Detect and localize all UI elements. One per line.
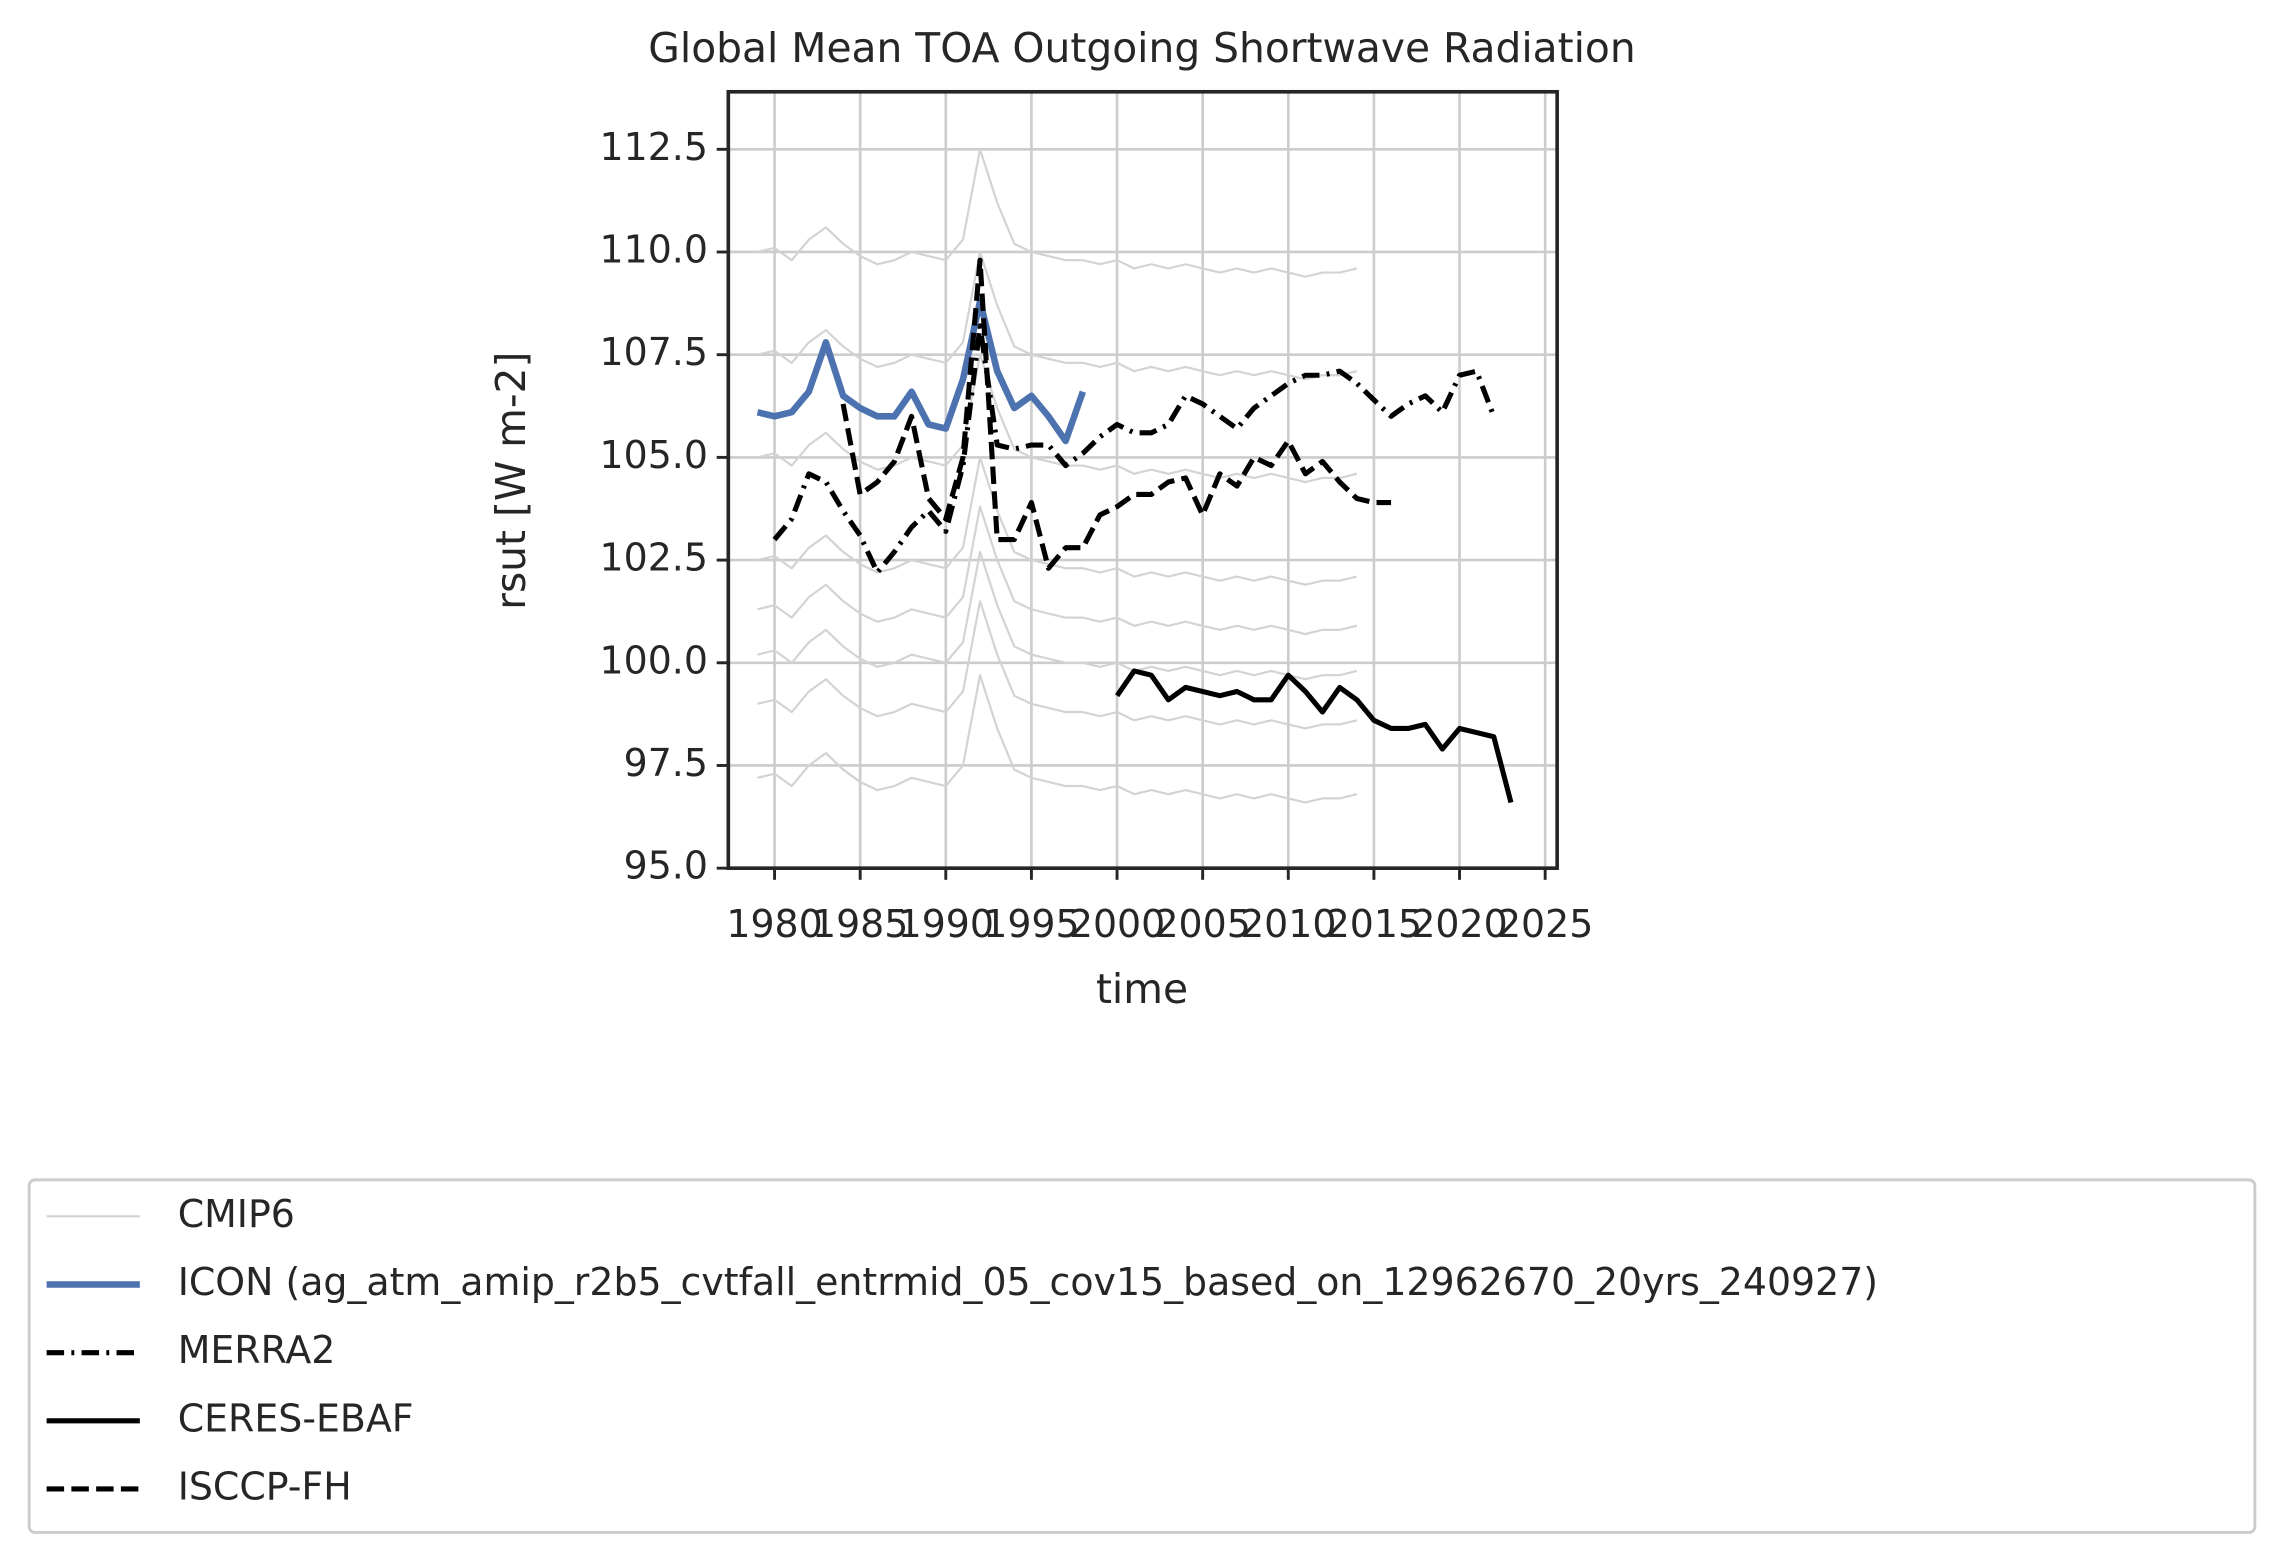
y-tick-label: 102.5 <box>600 536 708 580</box>
data-line <box>757 674 1358 804</box>
y-tick-label: 110.0 <box>600 227 708 271</box>
legend-box <box>27 1178 2257 1534</box>
data-line <box>757 505 1358 636</box>
y-tick-label: 97.5 <box>624 741 708 785</box>
x-tick-label: 2020 <box>1411 902 1507 946</box>
y-tick-label: 105.0 <box>600 433 708 477</box>
data-line <box>756 297 1086 445</box>
y-tick-label: 112.5 <box>600 125 708 169</box>
chart-title: Global Mean TOA Outgoing Shortwave Radia… <box>648 24 1635 72</box>
legend-label: MERRA2 <box>178 1328 336 1372</box>
legend-label: CERES-EBAF <box>178 1396 414 1440</box>
data-line <box>757 353 1358 484</box>
data-line <box>840 257 1392 571</box>
plot-frame <box>726 89 1559 870</box>
data-line <box>757 456 1358 586</box>
x-tick-label: 1985 <box>812 902 908 946</box>
y-tick-label: 107.5 <box>600 330 708 374</box>
data-line <box>757 550 1358 681</box>
x-tick-label: 2010 <box>1240 902 1336 946</box>
data-line <box>1114 668 1514 804</box>
data-line <box>757 600 1358 730</box>
x-tick-label: 2005 <box>1154 902 1250 946</box>
y-tick-label: 100.0 <box>600 638 708 682</box>
x-tick-label: 1980 <box>726 902 822 946</box>
data-line <box>757 148 1358 278</box>
x-tick-label: 1990 <box>898 902 994 946</box>
legend-label: CMIP6 <box>178 1192 295 1236</box>
x-tick-label: 2025 <box>1497 902 1593 946</box>
x-axis-label: time <box>1096 965 1188 1013</box>
data-line <box>772 323 1497 576</box>
x-tick-label: 2015 <box>1326 902 1422 946</box>
x-tick-label: 1995 <box>983 902 1079 946</box>
legend-label: ISCCP-FH <box>178 1464 352 1508</box>
x-tick-label: 2000 <box>1069 902 1165 946</box>
data-line <box>757 250 1358 381</box>
legend-label: ICON (ag_atm_amip_r2b5_cvtfall_entrmid_0… <box>178 1260 1878 1304</box>
y-tick-label: 95.0 <box>624 844 708 888</box>
y-axis-label: rsut [W m-2] <box>487 352 535 610</box>
